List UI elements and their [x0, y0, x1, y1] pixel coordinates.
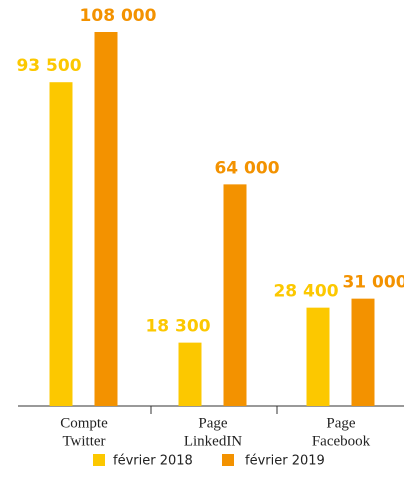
value-label: 28 400: [273, 282, 338, 302]
x-tick-label: Page: [326, 415, 356, 431]
bar: [351, 298, 375, 406]
bar: [306, 307, 330, 406]
legend-label: février 2018: [113, 454, 193, 469]
legend-label: février 2019: [245, 454, 325, 469]
value-label: 31 000: [342, 273, 404, 293]
x-tick-label: Twitter: [62, 433, 105, 449]
bar: [223, 184, 247, 406]
value-label: 64 000: [214, 158, 279, 178]
value-label: 93 500: [16, 56, 81, 76]
bar: [49, 82, 73, 407]
x-tick-label: Compte: [60, 415, 108, 431]
x-tick-label: Page: [198, 415, 228, 431]
x-tick-label: Facebook: [312, 433, 371, 449]
value-label: 108 000: [80, 6, 157, 26]
value-label: 18 300: [145, 317, 210, 337]
legend-swatch: [222, 454, 234, 466]
bar: [178, 342, 202, 406]
bar: [94, 32, 118, 406]
legend-swatch: [93, 454, 105, 466]
x-tick-label: LinkedIN: [184, 433, 242, 449]
